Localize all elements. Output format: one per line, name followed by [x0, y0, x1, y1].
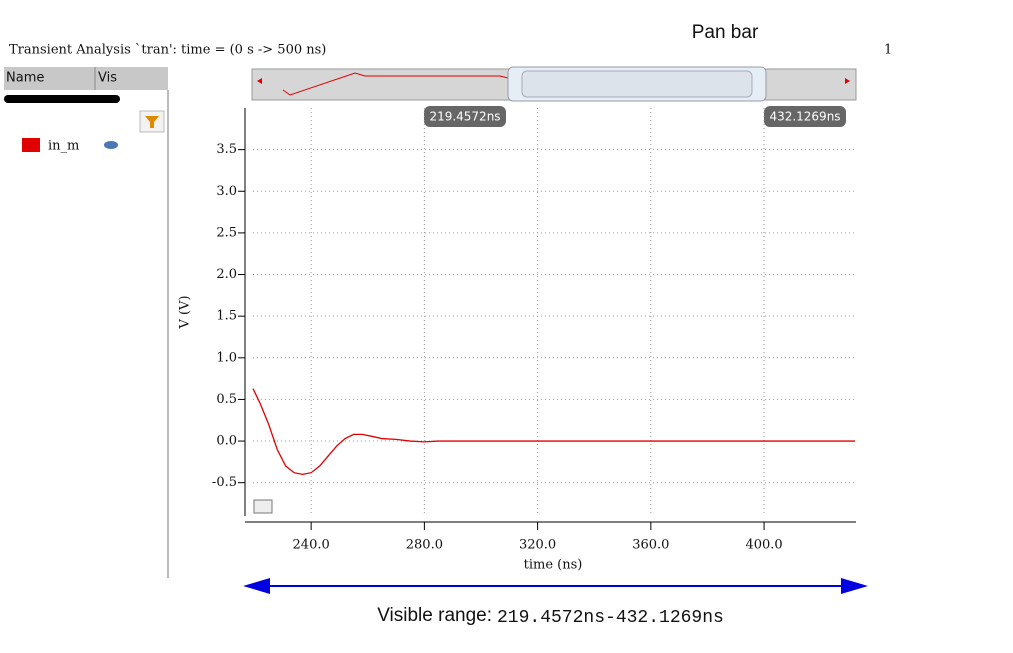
y-tick-label: -0.5: [212, 475, 237, 490]
x-tick-label: 320.0: [519, 538, 556, 553]
panel-header: [4, 67, 168, 90]
x-tick-label: 360.0: [632, 538, 669, 553]
vis-column[interactable]: Vis: [98, 71, 117, 86]
pan-start-badge: [424, 106, 506, 127]
y-axis-label: V (V): [178, 295, 193, 329]
pan-thumb-inner: [521, 70, 753, 98]
x-tick-label: 240.0: [293, 538, 330, 553]
x-tick-label: 400.0: [745, 538, 782, 553]
pan-start-label: 219.4572ns: [429, 110, 500, 124]
y-tick-label: 0.0: [216, 434, 237, 449]
visibility-icon[interactable]: [104, 141, 118, 149]
scroll-bar[interactable]: [4, 95, 120, 103]
y-tick-label: 2.5: [216, 225, 237, 240]
y-tick-label: 1.0: [216, 350, 237, 365]
series-line: [252, 388, 855, 476]
visible-range-label: Visible range:: [377, 605, 492, 626]
visible-range-value: 219.4572ns-432.1269ns: [497, 608, 724, 628]
page-number: 1: [884, 43, 892, 58]
legend-entry[interactable]: in_m: [48, 139, 79, 154]
pan-end-badge: [764, 106, 846, 127]
pan-bar-annotation: Pan bar: [692, 22, 759, 43]
y-tick-label: 1.5: [216, 309, 237, 324]
y-tick-label: 3.5: [216, 142, 237, 157]
x-tick-label: 280.0: [406, 538, 443, 553]
x-axis-label: time (ns): [524, 558, 583, 573]
y-tick-label: 0.5: [216, 392, 237, 407]
y-tick-label: 2.0: [216, 267, 237, 282]
y-tick-label: 3.0: [216, 184, 237, 199]
filter-icon: [145, 116, 159, 128]
name-column[interactable]: Name: [6, 71, 44, 86]
pan-end-label: 432.1269ns: [769, 110, 840, 124]
analysis-header: Transient Analysis `tran': time = (0 s -…: [9, 43, 326, 58]
play-button[interactable]: [253, 499, 273, 514]
legend-swatch: [22, 138, 40, 152]
